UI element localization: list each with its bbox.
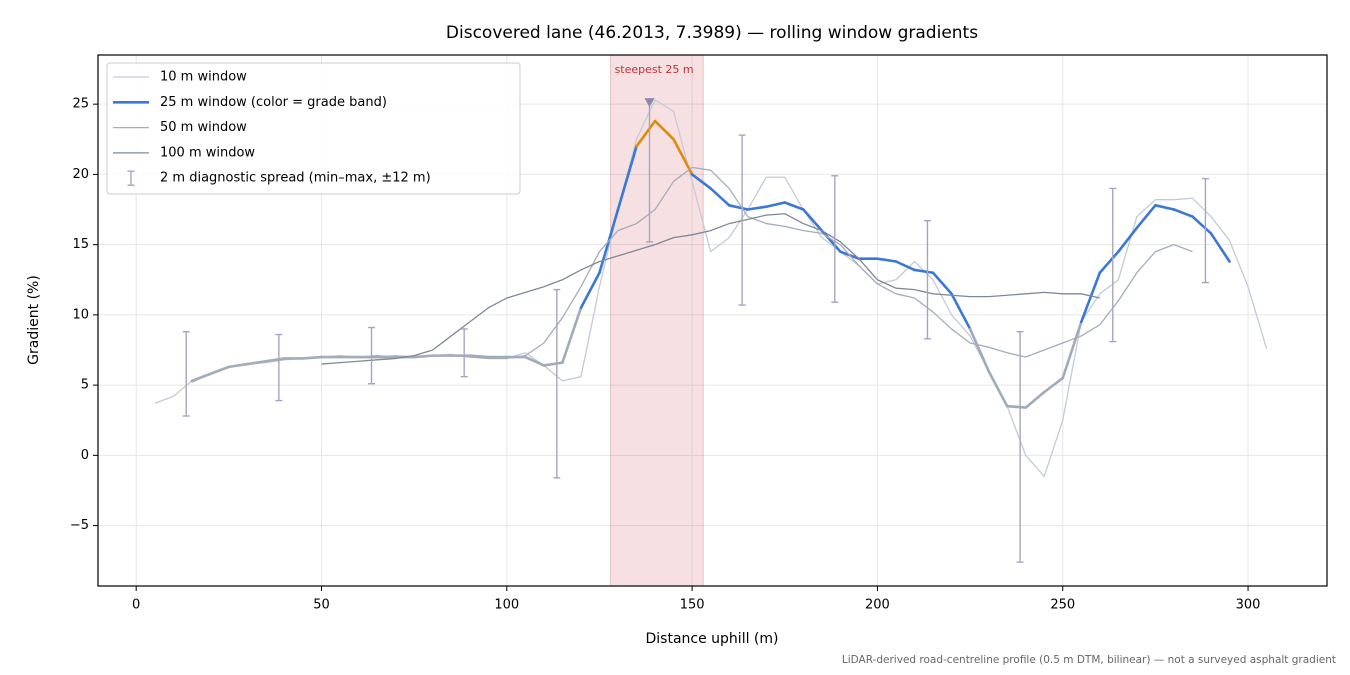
line-segment — [1191, 215, 1213, 235]
line-segment — [561, 306, 583, 364]
line-segment — [894, 260, 916, 272]
legend-label: 25 m window (color = grade band) — [160, 95, 387, 110]
line-segment — [690, 173, 712, 190]
line-segment — [968, 327, 990, 373]
line-segment — [950, 292, 972, 331]
y-axis-label: Gradient (%) — [26, 275, 42, 365]
line-segment — [579, 271, 601, 310]
line — [321, 213, 1100, 365]
legend-label: 10 m window — [160, 70, 247, 85]
y-tick-label: 5 — [81, 378, 89, 393]
line-segment — [764, 201, 787, 209]
line-segment — [1042, 376, 1065, 394]
line-segment — [524, 355, 546, 367]
x-axis-label: Distance uphill (m) — [646, 631, 779, 647]
line — [191, 166, 1193, 383]
line-segment — [1209, 232, 1231, 263]
steepest-marker — [644, 98, 655, 108]
line-segment — [1117, 226, 1139, 253]
legend-box — [106, 62, 521, 195]
line-segment — [709, 187, 731, 207]
line-segment — [1098, 250, 1120, 275]
footnote: LiDAR-derived road-centreline profile (0… — [842, 654, 1336, 666]
line-segment — [820, 229, 842, 253]
line-segment — [913, 268, 935, 275]
plot-frame — [97, 54, 1328, 587]
line-segment — [746, 205, 768, 211]
x-tick-label: 200 — [865, 598, 890, 613]
line-segment — [1079, 271, 1102, 324]
line-segment — [1005, 404, 1027, 409]
legend: 10 m window 25 m window (color = grade ba… — [106, 62, 521, 195]
line-segment — [672, 137, 694, 176]
x-tick-label: 300 — [1236, 598, 1261, 613]
line-segment — [1061, 320, 1083, 380]
line-segment — [468, 354, 490, 359]
highlight-span — [610, 54, 704, 587]
chart-title: Discovered lane (46.2013, 7.3989) — roll… — [446, 23, 978, 43]
x-tick-label: 250 — [1050, 598, 1075, 613]
y-tick-label: 20 — [72, 167, 89, 182]
line-segment — [727, 204, 750, 211]
y-tick-label: 10 — [72, 307, 89, 322]
x-tick-label: 0 — [132, 598, 140, 613]
line-segment — [987, 369, 1009, 408]
y-tick-label: 15 — [72, 237, 89, 252]
y-tick-label: 25 — [72, 97, 89, 112]
legend-label: 100 m window — [160, 145, 255, 160]
line-segment — [931, 271, 953, 296]
x-tick-label: 150 — [680, 598, 705, 613]
line-segment — [876, 257, 898, 263]
y-tick-label: 0 — [81, 448, 89, 463]
line-segment — [653, 119, 675, 141]
x-tick-label: 50 — [313, 598, 330, 613]
line-segment — [802, 208, 824, 232]
line-segment — [616, 145, 638, 211]
line-segment — [783, 201, 805, 211]
line-segment — [542, 361, 564, 367]
y-tick-label: −5 — [70, 518, 89, 533]
line-segment — [1135, 204, 1157, 230]
line-segment — [1024, 390, 1046, 409]
x-tick-label: 100 — [494, 598, 519, 613]
highlight-label: steepest 25 m — [615, 63, 694, 76]
line-segment — [635, 119, 657, 148]
legend-label: 50 m window — [160, 120, 247, 135]
line-segment — [1154, 204, 1176, 211]
line-segment — [1172, 208, 1194, 218]
legend-label: 2 m diagnostic spread (min–max, ±12 m) — [160, 171, 431, 186]
